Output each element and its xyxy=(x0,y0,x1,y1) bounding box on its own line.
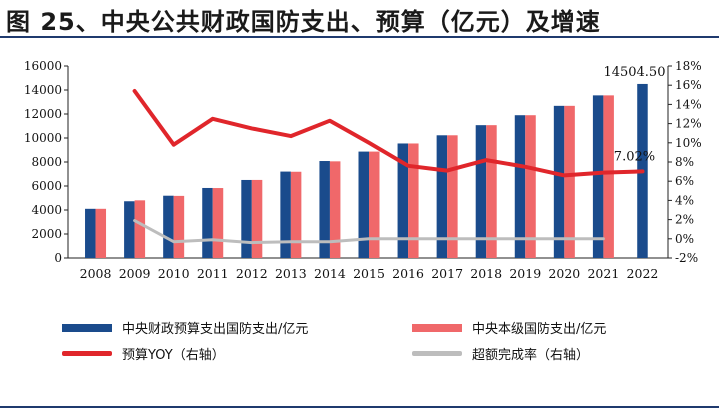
x-axis-tick-label: 2010 xyxy=(158,266,190,281)
left-axis-tick-label: 14000 xyxy=(24,83,62,97)
data-label-yoy-2022: 7.02% xyxy=(614,149,655,164)
bar-actual xyxy=(564,105,575,258)
left-axis-tick-label: 6000 xyxy=(31,179,62,193)
left-axis-tick-label: 10000 xyxy=(24,131,62,145)
data-label-budget-2022: 14504.50 xyxy=(603,65,665,80)
bar-budget xyxy=(397,143,409,258)
bar-budget xyxy=(436,135,448,258)
right-axis-tick-label: 2% xyxy=(675,213,694,227)
bar-budget xyxy=(475,125,487,258)
bar-actual xyxy=(251,179,263,258)
bar-budget xyxy=(592,95,604,258)
bar-actual xyxy=(95,208,107,258)
title-divider xyxy=(0,36,719,38)
right-axis-tick-label: 12% xyxy=(675,117,702,131)
left-axis-tick-label: 12000 xyxy=(24,107,62,121)
x-axis-tick-label: 2022 xyxy=(627,266,659,281)
bar-budget xyxy=(202,187,213,258)
x-axis-tick-label: 2021 xyxy=(587,266,619,281)
x-axis-tick-label: 2008 xyxy=(80,266,112,281)
right-axis-tick-label: 0% xyxy=(675,232,694,246)
legend-label-actual: 中央本级国防支出/亿元 xyxy=(472,322,607,337)
left-axis-tick-label: 16000 xyxy=(24,59,62,73)
bar-actual xyxy=(447,135,458,258)
right-axis-tick-label: 14% xyxy=(675,97,702,111)
bar-actual xyxy=(525,115,536,258)
bar-actual xyxy=(329,161,341,258)
legend-item-yoy: 预算YOY（右轴） xyxy=(62,344,225,363)
left-axis-tick-label: 2000 xyxy=(31,227,62,241)
bar-actual xyxy=(173,195,185,258)
bar-budget xyxy=(85,208,96,258)
legend-item-completion: 超额完成率（右轴） xyxy=(412,344,589,363)
x-axis-tick-label: 2012 xyxy=(236,266,268,281)
left-axis-tick-label: 8000 xyxy=(31,155,62,169)
bar-actual xyxy=(290,171,302,258)
x-axis-tick-label: 2019 xyxy=(509,266,541,281)
legend-item-budget: 中央财政预算支出国防支出/亿元 xyxy=(62,318,308,337)
x-axis-tick-label: 2020 xyxy=(548,266,580,281)
right-axis-tick-label: 8% xyxy=(675,155,694,169)
right-axis-tick-label: -2% xyxy=(675,251,698,265)
x-axis-tick-label: 2016 xyxy=(392,266,424,281)
legend-swatch-completion xyxy=(412,351,462,356)
right-axis-tick-label: 16% xyxy=(675,78,702,92)
bar-budget xyxy=(280,171,291,258)
bar-budget xyxy=(358,151,369,258)
legend-label-budget: 中央财政预算支出国防支出/亿元 xyxy=(122,322,309,337)
legend-swatch-budget xyxy=(62,323,112,332)
bar-budget xyxy=(241,179,252,258)
budget-yoy-line xyxy=(132,89,645,178)
legend-swatch-yoy xyxy=(62,351,112,356)
bar-actual xyxy=(486,125,497,258)
x-axis-tick-label: 2014 xyxy=(314,266,346,281)
bar-budget xyxy=(514,115,526,258)
x-axis-tick-label: 2013 xyxy=(275,266,307,281)
x-axis-tick-label: 2017 xyxy=(431,266,463,281)
left-axis-tick-label: 4000 xyxy=(31,203,62,217)
right-axis-tick-label: 18% xyxy=(675,59,702,73)
bar-budget xyxy=(319,161,330,258)
x-axis-tick-label: 2015 xyxy=(353,266,385,281)
legend-item-actual: 中央本级国防支出/亿元 xyxy=(412,318,606,337)
bar-actual xyxy=(408,143,419,258)
bar-actual xyxy=(134,200,146,258)
x-axis-tick-label: 2011 xyxy=(197,266,229,281)
right-axis-tick-label: 10% xyxy=(675,136,702,150)
figure-title: 图 25、中央公共财政国防支出、预算（亿元）及增速 xyxy=(6,8,601,36)
x-axis-tick-label: 2009 xyxy=(119,266,151,281)
bar-actual xyxy=(212,188,224,258)
bar-actual xyxy=(603,95,614,258)
right-axis-tick-label: 4% xyxy=(675,193,694,207)
x-axis-tick-label: 2018 xyxy=(470,266,502,281)
legend-swatch-actual xyxy=(412,323,462,332)
bar-budget xyxy=(163,195,174,258)
bar-budget xyxy=(553,105,565,258)
legend-label-completion: 超额完成率（右轴） xyxy=(472,348,590,363)
bar-budget xyxy=(124,201,135,258)
legend-label-yoy: 预算YOY（右轴） xyxy=(122,348,225,363)
bar-actual xyxy=(369,151,380,258)
right-axis-tick-label: 6% xyxy=(675,174,694,188)
left-axis-tick-label: 0 xyxy=(54,251,62,265)
completion-rate-line xyxy=(133,219,605,245)
bottom-divider xyxy=(0,406,719,408)
